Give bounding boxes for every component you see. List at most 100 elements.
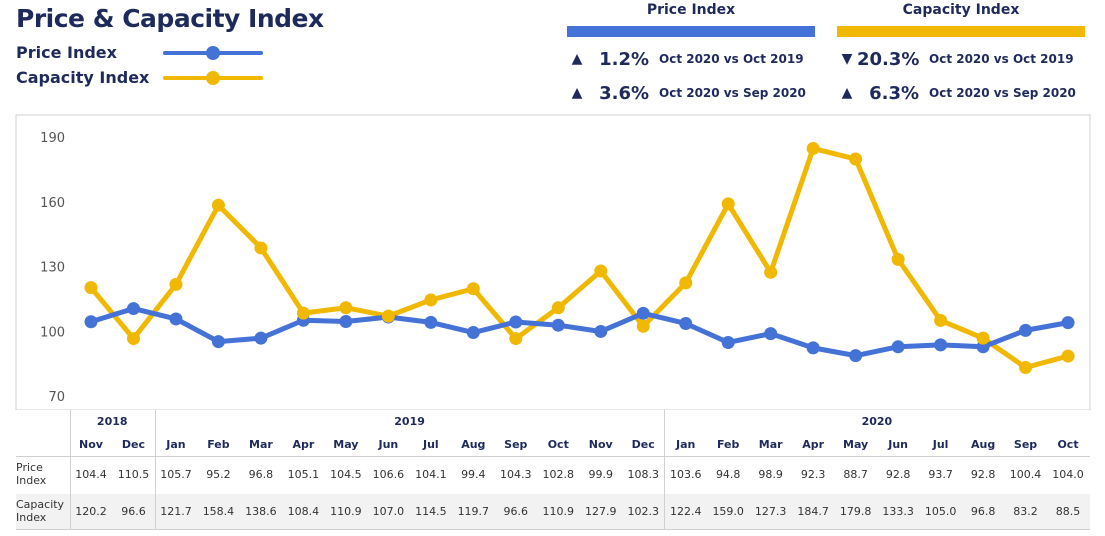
capacity-table-cell: 107.0 <box>372 505 405 518</box>
month-header: Jan <box>676 438 696 451</box>
price-point <box>211 335 225 349</box>
month-header: May <box>843 438 869 451</box>
month-header: Dec <box>631 438 655 451</box>
month-header: Oct <box>547 438 569 451</box>
row-label: Price Index <box>16 461 47 487</box>
capacity-point <box>976 331 990 345</box>
y-tick-label: 100 <box>40 325 65 340</box>
month-header: Aug <box>461 438 486 451</box>
plot-frame <box>15 114 1091 410</box>
capacity-table-cell: 127.9 <box>585 505 617 518</box>
capacity-table-cell: 102.3 <box>627 505 659 518</box>
year-header: 2019 <box>394 415 425 428</box>
month-header: Apr <box>802 438 825 451</box>
capacity-table-cell: 96.6 <box>503 505 529 518</box>
price-point <box>169 312 183 326</box>
y-tick-label: 160 <box>40 196 65 211</box>
month-header: Oct <box>1057 438 1079 451</box>
price-point <box>721 335 735 349</box>
kpi-comparison: Oct 2020 vs Sep 2020 <box>929 86 1076 100</box>
price-table-cell: 96.8 <box>248 468 274 481</box>
month-header: Nov <box>79 438 103 451</box>
kpi-header: Capacity Index <box>902 2 1020 18</box>
price-table-cell: 104.5 <box>330 468 362 481</box>
table-divider <box>70 410 71 530</box>
price-table-cell: 92.8 <box>970 468 996 481</box>
kpi-color-bar <box>567 26 815 37</box>
price-point <box>636 306 650 320</box>
table-divider <box>16 456 1090 457</box>
price-table-cell: 104.0 <box>1052 468 1084 481</box>
price-point <box>509 315 523 329</box>
kpi-row: ▲ 1.2% Oct 2020 vs Oct 2019 <box>567 48 815 70</box>
month-header: Jul <box>422 438 439 451</box>
price-table-cell: 105.1 <box>287 468 320 481</box>
capacity-table-cell: 110.9 <box>542 505 575 518</box>
price-point <box>551 318 565 332</box>
capacity-point <box>424 293 438 307</box>
capacity-point <box>721 197 735 211</box>
month-header: Aug <box>970 438 996 451</box>
legend-label: Price Index <box>16 43 117 62</box>
capacity-point <box>594 264 608 278</box>
legend-price: Price Index <box>16 43 117 62</box>
capacity-table-cell: 83.2 <box>1013 505 1038 518</box>
capacity-point <box>551 301 565 315</box>
y-tick-label: 190 <box>40 131 65 146</box>
month-header: Apr <box>292 438 315 451</box>
kpi-price: Price Index ▲ 1.2% Oct 2020 vs Oct 2019 … <box>567 2 815 104</box>
kpi-value: 1.2% <box>599 48 649 70</box>
legend-capacity: Capacity Index <box>16 68 149 87</box>
capacity-table-cell: 119.7 <box>457 505 490 518</box>
capacity-table-cell: 110.9 <box>330 505 362 518</box>
kpi-row: ▼ 20.3% Oct 2020 vs Oct 2019 <box>837 49 1085 70</box>
month-header: May <box>333 438 359 451</box>
capacity-point <box>339 301 353 315</box>
capacity-table-cell: 127.3 <box>754 505 787 518</box>
year-divider <box>664 410 666 530</box>
price-point <box>126 302 140 316</box>
capacity-point <box>509 332 523 346</box>
capacity-point <box>169 277 183 291</box>
month-header: Sep <box>1013 438 1038 451</box>
price-table-cell: 104.3 <box>500 468 532 481</box>
kpi-header: Price Index <box>646 2 736 18</box>
month-header: Mar <box>249 438 273 451</box>
month-header: Nov <box>588 438 613 451</box>
month-header: Jun <box>378 438 399 451</box>
month-header: Feb <box>207 438 230 451</box>
price-point <box>1019 323 1033 337</box>
price-table-cell: 88.7 <box>843 468 868 481</box>
capacity-point <box>1061 349 1075 363</box>
price-point <box>254 331 268 345</box>
table-divider <box>16 529 1090 530</box>
capacity-table-cell: 96.8 <box>970 505 996 518</box>
price-table-cell: 99.4 <box>461 468 486 481</box>
price-table-cell: 104.4 <box>75 468 107 481</box>
capacity-table-cell: 96.6 <box>121 505 146 518</box>
kpi-capacity: Capacity Index ▼ 20.3% Oct 2020 vs Oct 2… <box>837 2 1085 104</box>
legend-label: Capacity Index <box>16 68 150 87</box>
arrow-down-icon: ▼ <box>841 51 853 67</box>
y-tick-label: 130 <box>40 261 65 276</box>
kpi-value: 3.6% <box>599 82 649 104</box>
capacity-table-cell: 108.4 <box>287 505 320 518</box>
kpi-color-bar <box>837 26 1085 37</box>
kpi-row: ▲ 6.3% Oct 2020 vs Sep 2020 <box>837 83 1085 104</box>
capacity-point <box>126 332 140 346</box>
price-table-cell: 102.8 <box>542 468 575 481</box>
price-table-cell: 108.3 <box>627 468 659 481</box>
month-header: Jun <box>888 438 908 451</box>
capacity-table-cell: 122.4 <box>669 505 702 518</box>
y-tick-label: 70 <box>48 390 65 405</box>
price-table-cell: 92.8 <box>885 468 911 481</box>
price-point <box>891 340 905 354</box>
arrow-up-icon: ▲ <box>571 51 583 67</box>
price-point <box>764 327 778 341</box>
price-point <box>339 315 353 329</box>
capacity-table-cell: 88.5 <box>1055 505 1081 518</box>
price-table-cell: 103.6 <box>669 468 702 481</box>
price-table-cell: 93.7 <box>928 468 953 481</box>
capacity-point <box>254 241 268 255</box>
price-point <box>424 315 438 329</box>
